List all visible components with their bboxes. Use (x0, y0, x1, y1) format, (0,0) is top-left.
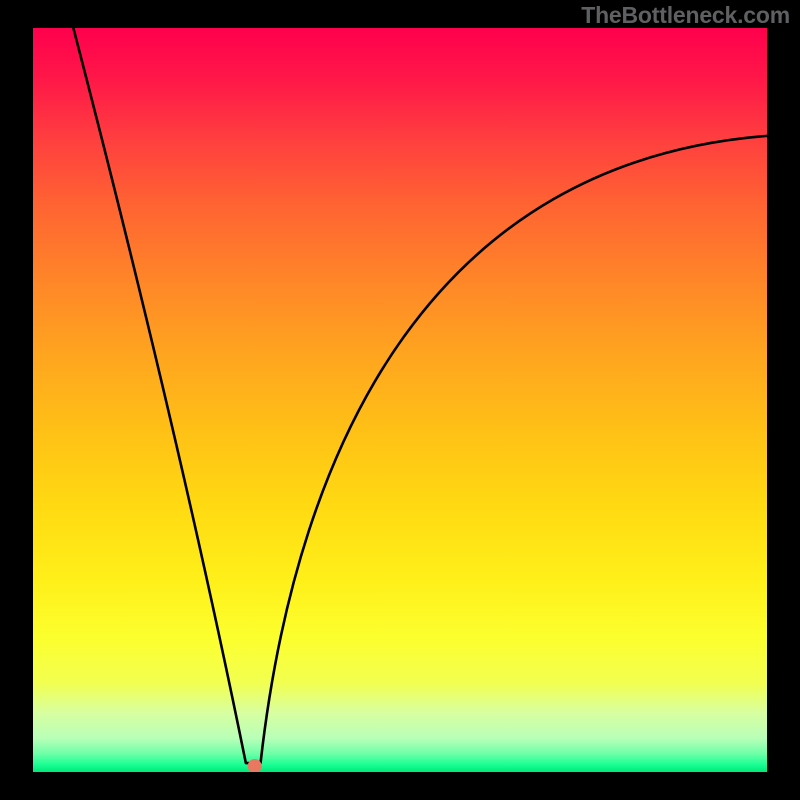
watermark-text: TheBottleneck.com (581, 2, 790, 29)
curve-path (73, 28, 767, 763)
plot-area (33, 28, 767, 772)
bottleneck-curve (33, 28, 767, 772)
chart-frame: TheBottleneck.com (0, 0, 800, 800)
